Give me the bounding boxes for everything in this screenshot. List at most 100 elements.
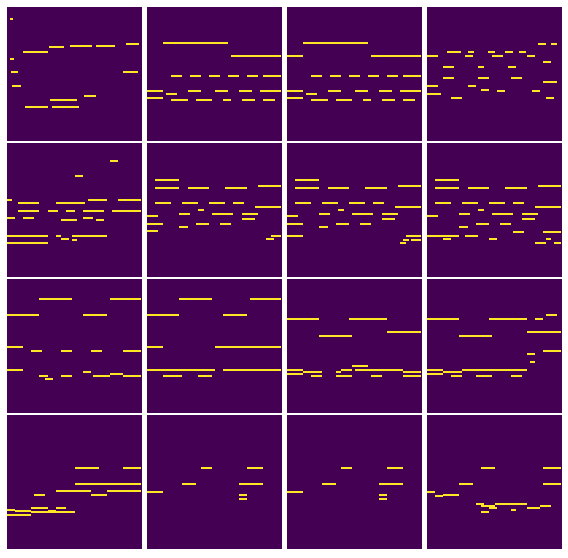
- note-bar: [179, 226, 188, 228]
- note-bar: [368, 75, 379, 77]
- note-bar: [147, 314, 179, 316]
- note-bar: [287, 215, 298, 217]
- note-bar: [56, 490, 75, 492]
- note-bar: [443, 238, 451, 240]
- note-bar: [319, 226, 328, 228]
- note-bar: [295, 187, 319, 189]
- note-bar: [476, 223, 489, 225]
- piano-roll-panel-r3c2: [147, 279, 282, 413]
- note-bar: [379, 90, 392, 92]
- note-bar: [209, 202, 225, 204]
- note-bar: [400, 90, 421, 92]
- note-bar: [88, 199, 107, 201]
- note-bar: [535, 318, 543, 320]
- note-bar: [476, 503, 484, 505]
- note-bar: [126, 43, 139, 45]
- note-bar: [336, 223, 349, 225]
- note-bar: [83, 217, 93, 219]
- note-bar: [239, 90, 252, 92]
- note-bar: [7, 514, 15, 516]
- note-bar: [459, 226, 468, 228]
- note-bar: [406, 235, 421, 237]
- note-bar: [465, 55, 473, 57]
- note-bar: [7, 314, 39, 316]
- note-bar: [83, 371, 91, 373]
- note-bar: [295, 179, 319, 181]
- note-bar: [492, 213, 513, 215]
- note-bar: [400, 242, 406, 244]
- note-bar: [543, 231, 561, 233]
- note-bar: [495, 503, 527, 505]
- note-bar: [511, 509, 516, 511]
- note-bar: [513, 231, 524, 233]
- note-bar: [23, 217, 34, 219]
- note-bar: [489, 318, 527, 320]
- note-bar: [511, 77, 522, 79]
- note-bar: [387, 369, 403, 371]
- note-bar: [513, 202, 524, 204]
- note-bar: [45, 378, 53, 380]
- note-bar: [155, 202, 171, 204]
- note-bar: [18, 210, 39, 212]
- note-bar: [403, 75, 421, 77]
- note-bar: [84, 95, 96, 97]
- note-bar: [538, 43, 546, 45]
- note-bar: [349, 75, 360, 77]
- note-bar: [228, 75, 239, 77]
- note-bar: [56, 202, 85, 204]
- note-bar: [155, 187, 179, 189]
- note-bar: [427, 373, 443, 375]
- note-bar: [459, 213, 470, 215]
- note-bar: [123, 467, 141, 469]
- note-bar: [535, 242, 546, 244]
- note-bar: [341, 369, 352, 371]
- note-bar: [546, 97, 554, 99]
- piano-roll-panel-r2c2: [147, 143, 282, 277]
- piano-roll-panel-r2c4: [427, 143, 562, 277]
- note-bar: [212, 213, 233, 215]
- note-bar: [382, 218, 395, 220]
- note-bar: [427, 215, 438, 217]
- note-bar: [435, 179, 459, 181]
- note-bar: [75, 175, 83, 177]
- note-bar: [387, 467, 403, 469]
- note-bar: [215, 90, 228, 92]
- note-bar: [489, 507, 497, 509]
- note-bar: [306, 93, 317, 95]
- note-bar: [546, 238, 551, 240]
- note-bar: [7, 217, 15, 219]
- note-bar: [163, 375, 182, 377]
- note-bar: [287, 491, 303, 493]
- note-bar: [61, 238, 69, 240]
- note-bar: [196, 99, 212, 101]
- note-bar: [451, 97, 462, 99]
- note-bar: [403, 375, 421, 377]
- note-bar: [527, 353, 535, 355]
- note-bar: [31, 511, 42, 513]
- note-bar: [56, 507, 66, 509]
- note-bar: [39, 298, 72, 300]
- note-bar: [540, 505, 551, 507]
- note-bar: [476, 375, 492, 377]
- note-bar: [427, 491, 435, 493]
- note-bar: [287, 235, 303, 237]
- note-bar: [443, 66, 454, 68]
- piano-roll-panel-r1c1: [7, 7, 142, 141]
- note-bar: [447, 51, 461, 53]
- note-bar: [260, 90, 281, 92]
- note-bar: [83, 314, 107, 316]
- note-bar: [247, 467, 263, 469]
- note-bar: [287, 97, 303, 99]
- note-bar: [543, 483, 561, 485]
- note-bar: [478, 77, 489, 79]
- note-bar: [48, 210, 58, 212]
- note-bar: [147, 90, 163, 92]
- note-bar: [23, 51, 48, 53]
- note-bar: [223, 99, 231, 101]
- note-bar: [328, 90, 341, 92]
- note-bar: [319, 213, 330, 215]
- note-bar: [7, 369, 23, 371]
- note-bar: [481, 505, 495, 507]
- note-bar: [263, 75, 281, 77]
- note-bar: [110, 373, 123, 375]
